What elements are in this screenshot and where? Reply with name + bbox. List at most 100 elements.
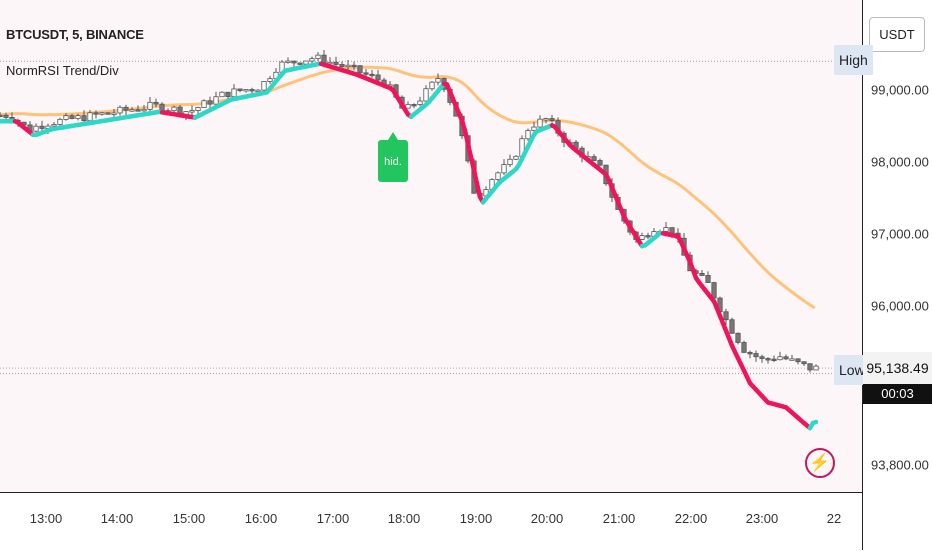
candle-body xyxy=(814,366,818,370)
time-tick: 20:00 xyxy=(531,511,564,526)
candle-body xyxy=(784,357,788,359)
candle-body xyxy=(64,116,68,120)
candle-body xyxy=(124,107,128,110)
candle-body xyxy=(544,119,548,121)
date-tick: 22 xyxy=(827,511,841,526)
candle-body xyxy=(238,89,242,91)
candle-body xyxy=(646,236,650,238)
candle-body xyxy=(142,109,146,111)
candle-body xyxy=(244,89,248,91)
candle-body xyxy=(364,73,368,75)
candle-body xyxy=(358,66,362,73)
indicator-legend[interactable]: NormRSI Trend/Div xyxy=(6,63,119,78)
time-tick: 16:00 xyxy=(245,511,278,526)
candle-body xyxy=(346,65,350,67)
candle-body xyxy=(742,342,746,352)
candle-body xyxy=(730,320,734,334)
time-tick: 13:00 xyxy=(30,511,63,526)
candle-body xyxy=(502,165,506,173)
price-chart-svg[interactable] xyxy=(0,0,862,492)
candle-body xyxy=(592,157,596,161)
price-tick: 99,000.00 xyxy=(871,83,929,98)
candle-body xyxy=(598,161,602,166)
symbol-title[interactable]: BTCUSDT, 5, BINANCE xyxy=(6,27,144,42)
candle-body xyxy=(262,81,266,90)
time-axis[interactable]: 13:00 14:00 15:00 16:00 17:00 18:00 19:0… xyxy=(0,492,862,551)
candle-body xyxy=(724,312,728,320)
candle-body xyxy=(754,354,758,357)
candle-body xyxy=(790,359,794,361)
candle-body xyxy=(712,283,716,298)
candle-body xyxy=(376,75,380,80)
candle-body xyxy=(802,362,806,364)
candle-body xyxy=(766,359,770,361)
candle-body xyxy=(148,102,152,109)
currency-button[interactable]: USDT xyxy=(869,17,925,52)
price-tick: 98,000.00 xyxy=(871,155,929,170)
bar-countdown: 00:03 xyxy=(863,384,932,404)
candle-body xyxy=(334,62,338,64)
candle-body xyxy=(298,63,302,65)
rsi-bull-segment xyxy=(813,422,816,423)
candle-body xyxy=(76,116,80,119)
candle-body xyxy=(118,107,122,113)
candle-body xyxy=(640,236,644,240)
time-tick: 17:00 xyxy=(317,511,350,526)
candle-body xyxy=(514,156,518,159)
candle-body xyxy=(418,101,422,104)
candle-body xyxy=(154,102,158,104)
candle-body xyxy=(88,113,92,121)
high-label: High xyxy=(834,45,873,75)
candle-body xyxy=(772,359,776,361)
time-tick: 18:00 xyxy=(388,511,421,526)
time-tick: 15:00 xyxy=(173,511,206,526)
candle-body xyxy=(316,55,320,58)
candle-body xyxy=(172,107,176,111)
price-tick: 96,000.00 xyxy=(871,299,929,314)
candle-body xyxy=(424,89,428,101)
price-axis[interactable]: 99,000.00 98,000.00 97,000.00 96,000.00 … xyxy=(862,0,932,550)
candle-body xyxy=(82,116,86,121)
candle-body xyxy=(286,61,290,63)
candle-body xyxy=(508,159,512,164)
candle-body xyxy=(190,111,194,113)
candle-body xyxy=(100,113,104,115)
candle-body xyxy=(214,97,218,104)
candle-body xyxy=(208,101,212,104)
chart-plot-area[interactable]: BTCUSDT, 5, BINANCE NormRSI Trend/Div hi… xyxy=(0,0,862,492)
candle-body xyxy=(34,126,38,131)
candle-body xyxy=(226,92,230,96)
candle-body xyxy=(370,74,374,76)
candle-body xyxy=(40,126,44,128)
candle-body xyxy=(202,101,206,108)
price-tick: 97,000.00 xyxy=(871,227,929,242)
candle-body xyxy=(664,228,668,232)
candle-body xyxy=(4,115,8,117)
candle-body xyxy=(808,364,812,370)
lightning-bolt-icon[interactable]: ⚡ xyxy=(805,448,835,478)
hidden-divergence-label: hid. xyxy=(378,140,408,182)
candle-body xyxy=(220,92,224,96)
time-tick: 14:00 xyxy=(101,511,134,526)
candle-body xyxy=(778,357,782,360)
candle-body xyxy=(436,78,440,82)
candle-body xyxy=(550,119,554,121)
candle-body xyxy=(760,357,764,359)
time-tick: 21:00 xyxy=(603,511,636,526)
candle-body xyxy=(412,104,416,106)
candle-body xyxy=(526,131,530,139)
candle-body xyxy=(268,79,272,82)
candle-body xyxy=(250,89,254,91)
candle-body xyxy=(352,65,356,67)
candle-body xyxy=(232,89,236,97)
candle-body xyxy=(0,115,2,117)
candle-body xyxy=(796,359,800,362)
time-tick: 22:00 xyxy=(675,511,708,526)
candle-body xyxy=(670,228,674,234)
candle-body xyxy=(736,333,740,342)
candle-body xyxy=(706,275,710,282)
candle-body xyxy=(340,64,344,66)
candle-body xyxy=(310,59,314,61)
candle-body xyxy=(538,119,542,127)
candle-body xyxy=(328,62,332,64)
